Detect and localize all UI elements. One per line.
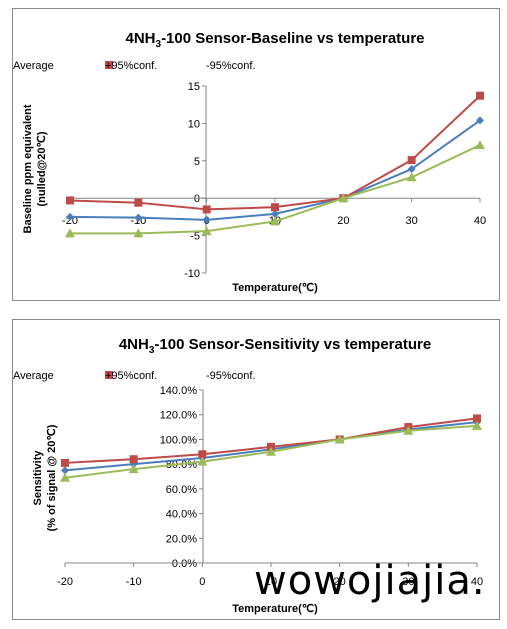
y-tick-label: 15 bbox=[188, 81, 200, 93]
y-tick-label: 60.0% bbox=[166, 484, 197, 496]
data-point bbox=[197, 456, 208, 466]
x-tick-label: -20 bbox=[62, 215, 78, 227]
chart-title-main: 4NH bbox=[125, 30, 155, 47]
y-axis-label: Baseline ppm equivalent bbox=[22, 104, 34, 233]
chart-title-rest: -100 Sensor-Baseline vs temperature bbox=[161, 30, 424, 47]
chart-title-rest: -100 Sensor-Sensitivity vs temperature bbox=[154, 336, 431, 353]
chart-legend: Average +95%conf. -95%conf. bbox=[13, 370, 256, 382]
data-point bbox=[271, 203, 279, 212]
y-tick-label: 0.0% bbox=[172, 558, 197, 570]
y-tick-label: 40.0% bbox=[166, 509, 197, 521]
data-point bbox=[61, 466, 69, 475]
chart-title-subscript: 3 bbox=[149, 345, 155, 356]
data-point bbox=[270, 216, 280, 226]
x-tick-label: 10 bbox=[265, 576, 277, 588]
data-point bbox=[66, 212, 74, 221]
data-point bbox=[61, 458, 69, 467]
legend-label: Average bbox=[13, 60, 54, 72]
x-tick-label: 40 bbox=[474, 215, 486, 227]
data-point bbox=[473, 414, 481, 423]
series-square bbox=[66, 91, 484, 214]
sensitivity-chart: 4NH3-100 Sensor-Sensitivity vs temperatu… bbox=[13, 336, 483, 615]
data-point bbox=[129, 455, 138, 464]
data-point bbox=[133, 228, 144, 238]
data-point bbox=[472, 420, 482, 430]
y-tick-label: -10 bbox=[184, 268, 200, 280]
chart-legend: Average +95%conf. -95%conf. bbox=[13, 60, 256, 72]
series-square bbox=[61, 414, 481, 467]
watermark-text: wowojiajia. bbox=[254, 558, 486, 604]
data-point bbox=[65, 228, 75, 238]
y-tick-label: 0 bbox=[194, 193, 200, 205]
x-tick-label: 30 bbox=[402, 576, 414, 588]
data-point bbox=[475, 140, 485, 150]
data-point bbox=[407, 156, 416, 165]
data-point bbox=[128, 464, 139, 474]
data-point bbox=[134, 213, 143, 222]
series-triangle bbox=[60, 420, 482, 482]
data-point bbox=[201, 226, 212, 236]
y-axis-label: Sensitivity bbox=[32, 450, 44, 506]
y-axis-label-group: Baseline ppm equivalent (nulled@20℃) bbox=[22, 104, 48, 233]
data-point bbox=[407, 165, 416, 174]
y-axis-label-second-line: (% of signal @ 20℃) bbox=[46, 424, 58, 531]
x-tick-label: -10 bbox=[126, 576, 142, 588]
series-line bbox=[69, 94, 481, 211]
y-tick-label: 5 bbox=[194, 156, 200, 168]
legend-label: +95%conf. bbox=[105, 60, 157, 72]
x-tick-label: -20 bbox=[57, 576, 73, 588]
y-axis-label-group: Sensitivity (% of signal @ 20℃) bbox=[32, 424, 58, 531]
data-point bbox=[476, 91, 484, 100]
y-tick-label: -5 bbox=[190, 231, 200, 243]
chart-title: 4NH3-100 Sensor-Sensitivity vs temperatu… bbox=[119, 336, 431, 356]
chart-title-subscript: 3 bbox=[156, 39, 162, 50]
data-point bbox=[476, 116, 484, 125]
data-point bbox=[202, 215, 211, 224]
data-point bbox=[202, 205, 211, 214]
x-axis-label: Temperature(℃) bbox=[232, 282, 318, 294]
legend-marker bbox=[105, 371, 113, 379]
data-point bbox=[334, 434, 345, 444]
x-tick-label: 30 bbox=[406, 215, 418, 227]
legend-label: -95%conf. bbox=[206, 60, 256, 72]
sensitivity-chart-panel: 4NH3-100 Sensor-Sensitivity vs temperatu… bbox=[12, 319, 500, 620]
data-point bbox=[266, 446, 276, 456]
legend-marker bbox=[105, 61, 113, 69]
baseline-chart: 4NH3-100 Sensor-Baseline vs temperature A… bbox=[13, 30, 486, 294]
y-axis-label-second-line: (nulled@20℃) bbox=[36, 131, 48, 206]
x-tick-label: 40 bbox=[471, 576, 483, 588]
x-tick-label: 0 bbox=[199, 576, 205, 588]
y-tick-label: 120.0% bbox=[160, 410, 198, 422]
chart-title: 4NH3-100 Sensor-Baseline vs temperature bbox=[125, 30, 424, 50]
legend-label: +95%conf. bbox=[105, 370, 157, 382]
series-line bbox=[64, 417, 478, 464]
y-tick-label: 20.0% bbox=[166, 533, 197, 545]
data-point bbox=[66, 196, 74, 205]
x-axis-label: Temperature(℃) bbox=[232, 603, 318, 615]
data-point bbox=[271, 209, 279, 218]
baseline-chart-panel: 4NH3-100 Sensor-Baseline vs temperature A… bbox=[12, 8, 500, 301]
legend-label: -95%conf. bbox=[206, 370, 256, 382]
chart-title-main: 4NH bbox=[119, 336, 149, 353]
data-point bbox=[406, 172, 417, 182]
data-point bbox=[60, 472, 70, 482]
y-tick-label: 140.0% bbox=[160, 385, 198, 397]
data-point bbox=[198, 450, 207, 459]
data-point bbox=[134, 198, 143, 207]
y-tick-label: 100.0% bbox=[160, 434, 198, 446]
data-point bbox=[403, 425, 414, 435]
x-tick-label: 20 bbox=[334, 576, 346, 588]
x-tick-label: 20 bbox=[337, 215, 349, 227]
series-triangle bbox=[65, 140, 485, 238]
data-point bbox=[338, 193, 349, 203]
legend-label: Average bbox=[13, 370, 54, 382]
y-tick-label: 10 bbox=[188, 118, 200, 130]
